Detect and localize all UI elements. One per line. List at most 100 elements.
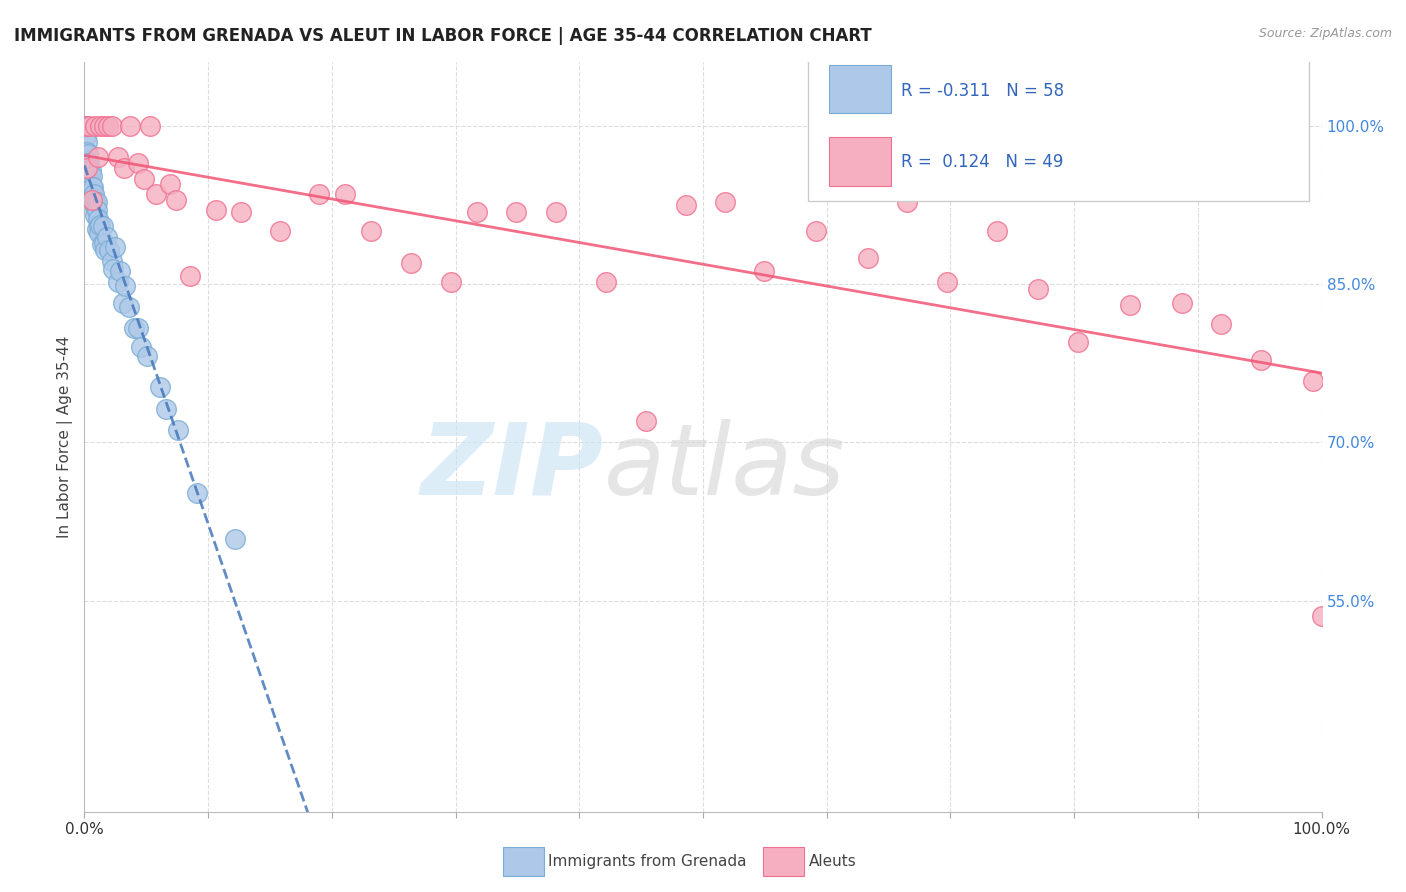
Point bbox=[91, 219, 114, 233]
Point bbox=[231, 205, 253, 219]
Point bbox=[84, 209, 107, 223]
Point bbox=[636, 414, 658, 428]
Point bbox=[1119, 298, 1142, 312]
Point bbox=[80, 180, 103, 194]
Point bbox=[100, 253, 122, 268]
Point bbox=[269, 224, 291, 238]
Point bbox=[107, 150, 129, 164]
Point bbox=[80, 184, 103, 198]
Point bbox=[76, 161, 98, 175]
Point bbox=[186, 486, 208, 500]
Point bbox=[90, 236, 112, 251]
Point bbox=[104, 240, 127, 254]
Point bbox=[935, 275, 957, 289]
Point bbox=[79, 155, 101, 169]
Point bbox=[114, 279, 136, 293]
Point bbox=[149, 380, 172, 394]
Point bbox=[75, 119, 97, 133]
Point bbox=[101, 262, 124, 277]
Point bbox=[76, 145, 98, 160]
Point bbox=[122, 321, 145, 335]
Point bbox=[139, 119, 162, 133]
Point bbox=[76, 161, 98, 175]
FancyBboxPatch shape bbox=[808, 59, 1309, 201]
Point bbox=[75, 145, 97, 160]
Point bbox=[77, 164, 100, 178]
Point bbox=[111, 296, 134, 310]
Point bbox=[100, 119, 122, 133]
Text: Aleuts: Aleuts bbox=[808, 855, 856, 869]
Point bbox=[77, 155, 100, 169]
Point bbox=[360, 224, 382, 238]
Point bbox=[129, 340, 152, 354]
Point bbox=[1310, 609, 1333, 624]
Point bbox=[77, 169, 100, 184]
Point bbox=[1171, 296, 1194, 310]
Point bbox=[77, 147, 100, 161]
Point bbox=[75, 119, 97, 133]
Point bbox=[82, 180, 104, 194]
Point bbox=[84, 194, 107, 209]
Point bbox=[89, 218, 111, 232]
Point bbox=[1250, 353, 1272, 368]
Point bbox=[1026, 282, 1049, 296]
Point bbox=[112, 161, 135, 175]
Point bbox=[98, 244, 121, 258]
Point bbox=[1067, 335, 1090, 350]
Point bbox=[120, 119, 142, 133]
Point bbox=[856, 251, 879, 265]
Point bbox=[127, 321, 149, 335]
Point bbox=[752, 264, 775, 278]
Point bbox=[79, 163, 101, 178]
Point bbox=[118, 300, 141, 314]
Point bbox=[86, 222, 108, 236]
Point bbox=[308, 187, 330, 202]
Point bbox=[505, 205, 527, 219]
Point bbox=[1302, 374, 1324, 388]
Point bbox=[439, 275, 461, 289]
Text: IMMIGRANTS FROM GRENADA VS ALEUT IN LABOR FORCE | AGE 35-44 CORRELATION CHART: IMMIGRANTS FROM GRENADA VS ALEUT IN LABO… bbox=[14, 27, 872, 45]
Point bbox=[465, 205, 488, 219]
Point bbox=[79, 119, 101, 133]
Point bbox=[94, 244, 117, 258]
Point bbox=[75, 119, 97, 133]
Point bbox=[204, 203, 226, 218]
Point bbox=[83, 187, 105, 202]
Point bbox=[80, 169, 103, 184]
Point bbox=[86, 194, 108, 209]
Point bbox=[804, 224, 827, 238]
Text: Source: ZipAtlas.com: Source: ZipAtlas.com bbox=[1258, 27, 1392, 40]
Point bbox=[986, 224, 1008, 238]
Point bbox=[86, 203, 108, 218]
Point bbox=[110, 264, 132, 278]
Point bbox=[96, 229, 118, 244]
Point bbox=[89, 119, 111, 133]
Point bbox=[224, 533, 246, 547]
Point bbox=[714, 194, 737, 209]
Point bbox=[167, 423, 190, 437]
Point bbox=[89, 219, 111, 233]
Point bbox=[79, 169, 101, 184]
Point bbox=[83, 201, 105, 215]
Point bbox=[97, 119, 120, 133]
Point bbox=[335, 187, 357, 202]
Text: Immigrants from Grenada: Immigrants from Grenada bbox=[548, 855, 747, 869]
Y-axis label: In Labor Force | Age 35-44: In Labor Force | Age 35-44 bbox=[58, 336, 73, 538]
Point bbox=[127, 155, 149, 169]
Point bbox=[155, 401, 177, 416]
Point bbox=[87, 150, 110, 164]
Text: atlas: atlas bbox=[605, 418, 845, 516]
Point bbox=[1211, 317, 1233, 331]
Point bbox=[76, 135, 98, 149]
Text: ZIP: ZIP bbox=[420, 418, 605, 516]
Point bbox=[399, 256, 422, 270]
Point bbox=[93, 119, 115, 133]
Point bbox=[89, 227, 111, 241]
Text: R =  0.124   N = 49: R = 0.124 N = 49 bbox=[901, 153, 1063, 171]
Point bbox=[76, 153, 98, 168]
Point bbox=[145, 187, 167, 202]
Text: R = -0.311   N = 58: R = -0.311 N = 58 bbox=[901, 82, 1064, 100]
Point bbox=[75, 129, 97, 144]
FancyBboxPatch shape bbox=[830, 65, 891, 113]
Point bbox=[165, 193, 187, 207]
